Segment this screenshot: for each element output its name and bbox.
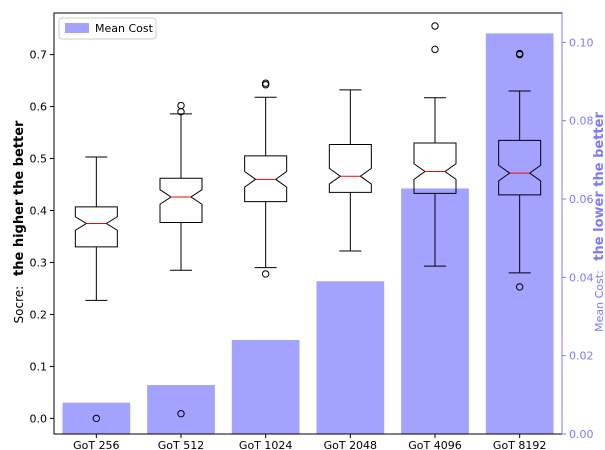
outlier-point [177,101,185,110]
left-axis-label-emphasis: the higher the better [12,120,27,276]
left-tick-label: 0.4 [30,205,48,218]
x-tick-label: GoT 256 [73,439,119,450]
left-tick-label: 0.0 [30,412,48,425]
left-axis-label: Socre: the higher the better [12,120,27,324]
left-tick-label: 0.6 [30,101,48,114]
notched-box [498,139,542,196]
boxplot [244,79,288,278]
right-tick-label: 0.08 [569,115,594,128]
right-tick-label: 0.10 [569,36,594,49]
cost-bar [62,402,131,434]
cost-bar [231,340,300,434]
left-axis: 0.0 0.1 0.2 0.3 0.4 0.5 0.6 0.7 [30,49,54,425]
x-tick-label: GoT 8192 [493,439,546,450]
left-axis-label-prefix: Socre: [12,286,26,324]
right-axis-label: Mean Cost: the lower the better [592,112,605,332]
left-tick-label: 0.2 [30,308,48,321]
left-tick-label: 0.7 [30,49,48,62]
x-tick-label: GoT 1024 [239,439,292,450]
outlier-point [261,79,270,87]
outlier-point [92,414,101,423]
mean-cost-bars [62,33,554,434]
notched-box [328,143,372,193]
right-tick-label: 0.00 [569,428,594,441]
score-boxplots [74,22,542,423]
legend-swatch [65,23,89,33]
right-tick-label: 0.02 [569,350,594,363]
notched-box [244,155,288,203]
right-tick-label: 0.06 [569,193,594,206]
right-tick-label: 0.04 [569,271,594,284]
notched-box [74,206,118,248]
cost-bar [147,385,215,434]
left-tick-label: 0.3 [30,256,48,269]
left-tick-label: 0.1 [30,360,48,373]
cost-bar [316,281,385,434]
boxplot [74,156,118,423]
outlier-point [515,283,524,291]
notched-box [159,177,203,223]
outlier-point [431,45,439,54]
x-axis: GoT 256 GoT 512 GoT 1024 GoT 2048 GoT 4096 Go… [73,434,546,450]
boxplot [159,101,203,418]
right-axis-label-emphasis: the lower the better [592,112,605,261]
left-tick-label: 0.5 [30,153,48,166]
boxplot [328,89,372,252]
outlier-point [431,22,439,30]
x-tick-label: GoT 4096 [408,439,461,450]
outlier-point [515,49,524,58]
right-axis: 0.00 0.02 0.04 0.06 0.08 0.10 [561,13,594,441]
notched-box [413,142,457,194]
boxplot [413,22,457,267]
outlier-point [261,270,270,278]
legend-label: Mean Cost [95,22,154,35]
right-axis-label-prefix: Mean Cost: [593,270,605,332]
x-tick-label: GoT 2048 [324,439,377,450]
legend: Mean Cost [58,17,157,40]
boxplot [498,49,542,291]
outlier-point [177,410,185,418]
x-tick-label: GoT 512 [158,439,204,450]
